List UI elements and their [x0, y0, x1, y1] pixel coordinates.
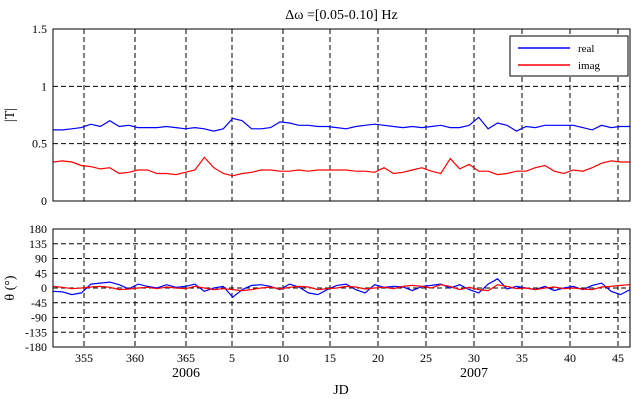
series-imag-line-1 — [52, 156, 630, 177]
y-tick-label-bottom: 45 — [35, 266, 47, 280]
y-tick-label-bottom: -180 — [25, 340, 47, 354]
x-tick-label: 5 — [229, 351, 235, 365]
x-tick-label: 10 — [277, 351, 289, 365]
x-tick-label: 365 — [177, 351, 195, 365]
y-axis-label-bottom: θ (°) — [3, 275, 18, 300]
x-tick-label: 15 — [324, 351, 336, 365]
legend-label-real: real — [578, 43, 594, 55]
year-label-2007: 2007 — [460, 366, 488, 381]
year-label-2006: 2006 — [172, 366, 200, 381]
y-tick-label-top: 0.5 — [32, 137, 47, 151]
plot-frame-2 — [52, 228, 631, 348]
plot-frame-1 — [52, 28, 631, 202]
x-tick-label: 355 — [75, 351, 93, 365]
x-tick-label: 45 — [612, 351, 624, 365]
y-tick-label-bottom: -90 — [31, 311, 47, 325]
y-tick-label-bottom: -135 — [25, 325, 47, 339]
y-tick-label-bottom: 0 — [41, 281, 47, 295]
y-tick-label-bottom: 135 — [29, 237, 47, 251]
x-tick-label: 35 — [516, 351, 528, 365]
x-tick-label: 20 — [372, 351, 384, 365]
chart-title: Δω =[0.05-0.10] Hz — [285, 8, 397, 23]
y-axis-label-top: |T| — [3, 108, 18, 122]
x-tick-label: 30 — [468, 351, 480, 365]
legend-box — [509, 35, 629, 77]
x-tick-label: 40 — [564, 351, 576, 365]
y-tick-label-bottom: 90 — [35, 252, 47, 266]
y-tick-label-bottom: -45 — [31, 296, 47, 310]
y-tick-label-top: 0 — [41, 194, 47, 208]
series-imag-line-2 — [52, 284, 631, 292]
x-tick-label: 360 — [126, 351, 144, 365]
x-axis-label: JD — [333, 383, 349, 398]
legend-label-imag: imag — [578, 60, 600, 72]
y-tick-label-bottom: 180 — [29, 222, 47, 236]
series-real-line-1 — [53, 116, 630, 132]
y-tick-label-top: 1.5 — [32, 22, 47, 36]
y-tick-label-top: 1 — [41, 79, 47, 93]
x-tick-label: 25 — [420, 351, 432, 365]
